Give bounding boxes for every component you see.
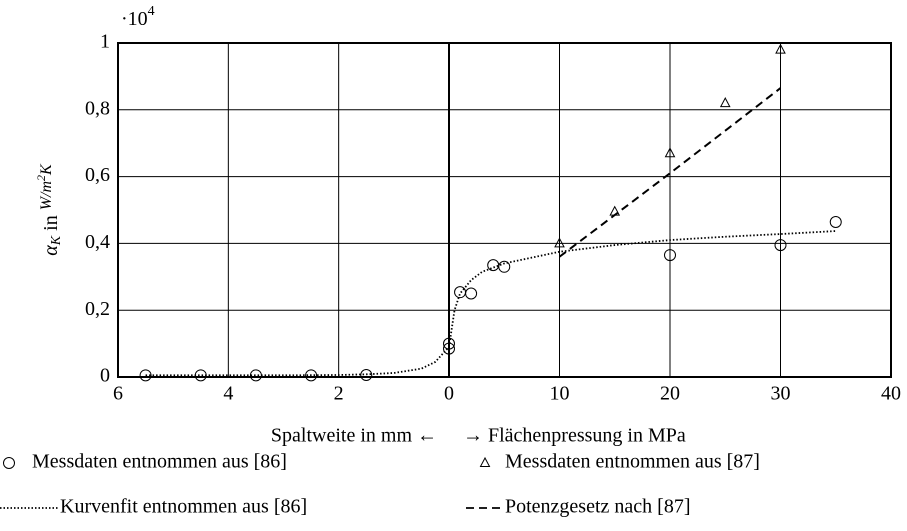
- y-multiplier: ·104: [121, 4, 155, 29]
- data-point: [305, 369, 318, 382]
- legend-symbol: [479, 456, 491, 467]
- y-tick-label: 0,2: [85, 298, 110, 320]
- data-point: [554, 237, 565, 248]
- data-point: [454, 286, 467, 299]
- data-line: [145, 346, 450, 377]
- y-tick-label: 1: [100, 31, 110, 53]
- y-tick-label: 0,8: [85, 97, 110, 119]
- x-tick-label: 30: [771, 383, 791, 405]
- y-axis-label: αK in W/m2K: [34, 163, 64, 256]
- x2-axis-label: → Flächenpressung in MPa: [463, 425, 686, 447]
- data-point: [139, 369, 152, 382]
- y-tick-label: 0: [100, 365, 110, 387]
- data-point: [774, 239, 787, 252]
- x-tick-label: 20: [660, 383, 680, 405]
- legend-label: Messdaten entnommen aus [87]: [505, 451, 760, 473]
- data-line: [448, 230, 836, 348]
- data-point: [829, 216, 842, 229]
- data-point: [360, 368, 373, 381]
- data-point: [775, 43, 786, 54]
- legend-label: Potenzgesetz nach [87]: [505, 496, 690, 518]
- legend-label: Kurvenfit entnommen aus [86]: [60, 496, 307, 518]
- x-axis-label: Spaltweite in mm ←: [271, 425, 437, 447]
- plot-frame: [117, 42, 892, 378]
- y-tick-label: 0,4: [85, 231, 110, 253]
- y-tick-label: 0,6: [85, 164, 110, 186]
- data-point: [465, 287, 478, 300]
- x-tick-label: 2: [334, 383, 344, 405]
- x-tick-label: 0: [444, 383, 454, 405]
- data-point: [487, 259, 500, 272]
- data-point: [719, 97, 731, 108]
- x-tick-label: 6: [113, 383, 123, 405]
- data-line: [558, 87, 782, 258]
- data-point: [664, 249, 676, 262]
- data-point: [443, 337, 455, 350]
- x-tick-label: 4: [223, 383, 233, 405]
- data-point: [498, 260, 511, 273]
- legend-symbol: [3, 457, 15, 469]
- x-tick-label: 10: [550, 383, 570, 405]
- x-tick-label: 40: [881, 383, 901, 405]
- legend-label: Messdaten entnommen aus [86]: [32, 451, 287, 473]
- data-point: [194, 369, 207, 382]
- data-point: [664, 147, 676, 158]
